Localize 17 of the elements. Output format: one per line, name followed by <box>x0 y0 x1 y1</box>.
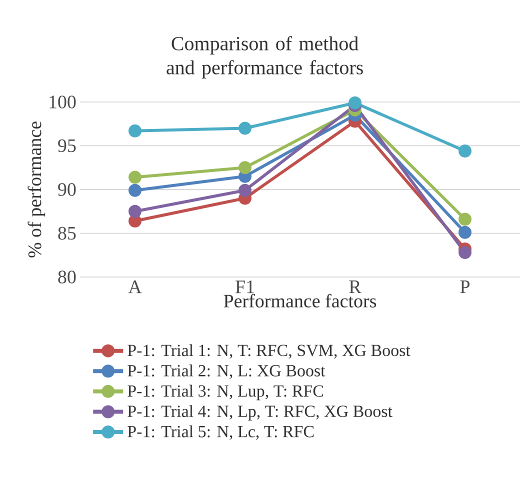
legend-label: P-1: Trial 5: N, Lc, T: RFC <box>128 425 314 440</box>
legend-label: P-1: Trial 1: N, T: RFC, SVM, XG Boost <box>128 344 410 359</box>
x-tick-label: A <box>128 280 142 294</box>
x-tick-label: P <box>460 280 470 293</box>
y-tick-label: 95 <box>58 139 76 152</box>
legend-label: P-1: Trial 3: N, Lup, T: RFC <box>128 384 324 400</box>
x-tick-label: R <box>349 280 362 293</box>
chart-title: Comparison of method and performance factors <box>166 36 363 78</box>
y-axis-title: % of performance <box>28 122 46 258</box>
legend-label: P-1: Trial 4: N, Lp, T: RFC, XG Boost <box>128 405 392 420</box>
y-tick-label: 85 <box>58 226 76 240</box>
legend-label: P-1: Trial 2: N, L: XG Boost <box>128 364 326 379</box>
x-axis-title: Performance factors <box>224 294 376 308</box>
y-tick-label: 80 <box>58 270 76 284</box>
y-tick-label: 100 <box>50 96 76 108</box>
y-tick-label: 90 <box>58 183 76 196</box>
x-tick-label: F1 <box>236 280 254 294</box>
